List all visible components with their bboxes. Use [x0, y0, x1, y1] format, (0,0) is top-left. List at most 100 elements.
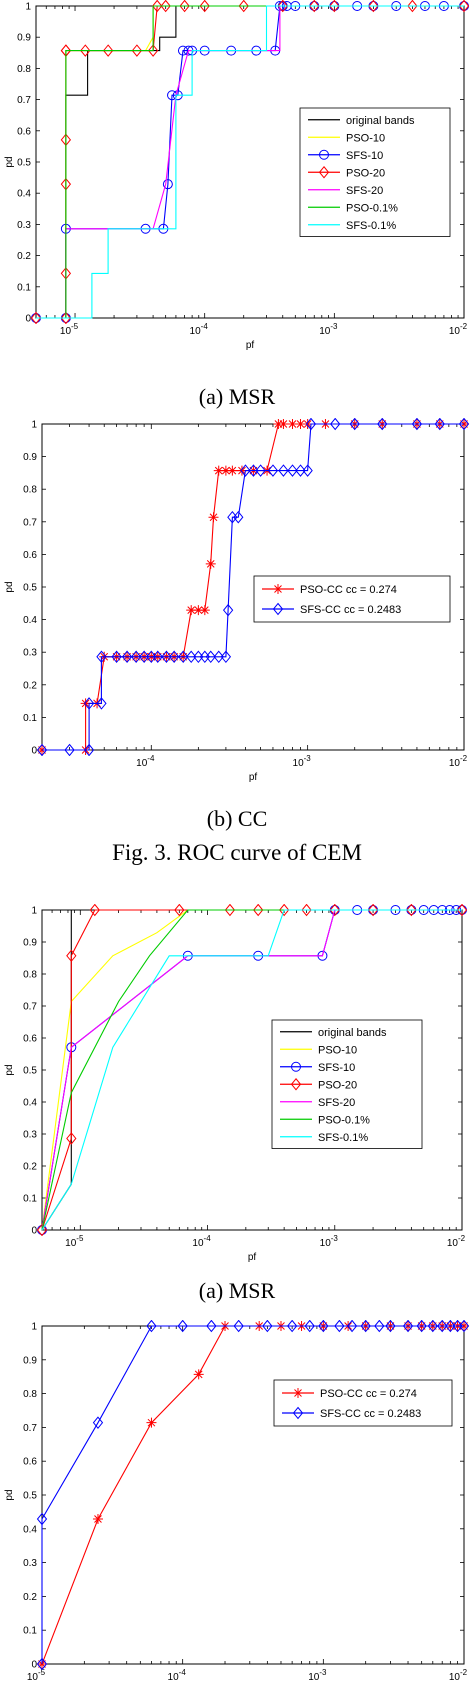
data-point	[287, 419, 298, 429]
y-tick-label: 0.5	[23, 583, 37, 594]
y-tick-label: 0	[31, 1226, 37, 1237]
y-tick-label: 0	[25, 314, 31, 325]
data-point	[193, 1369, 204, 1380]
x-tick-label: 10-2	[449, 754, 468, 769]
data-point	[273, 419, 284, 429]
y-tick-label: 0.7	[17, 95, 31, 106]
data-point	[121, 650, 133, 664]
x-tick-label: 10-3	[319, 322, 338, 337]
chart-msr-bottom: 10-5 10-4 10-3 10-2 0 0.1 0.2 0.3 0.4 0.5 0.6 0.7 0.…	[4, 904, 468, 1263]
data-point	[458, 0, 470, 13]
y-tick-label: 0.5	[17, 158, 31, 169]
y-tick-label: 0.1	[23, 713, 37, 724]
data-point	[406, 904, 417, 917]
x-tick-label: 10-3	[293, 754, 312, 769]
series-line	[41, 909, 462, 1231]
data-point	[278, 419, 289, 429]
data-point	[302, 464, 313, 477]
data-point	[60, 311, 72, 324]
legend-label: SFS-10	[318, 1062, 355, 1074]
caption-msr-bottom: (a) MSR	[198, 1278, 276, 1303]
y-tick-label: 0.3	[17, 220, 31, 231]
data-point	[131, 44, 143, 57]
y-tick-label: 0.2	[23, 1162, 37, 1173]
data-point	[302, 419, 313, 429]
data-point	[445, 1320, 456, 1333]
data-point	[295, 464, 306, 477]
data-point	[220, 465, 231, 476]
y-tick-label: 0.3	[23, 648, 37, 659]
legend-label: PSO-CC cc = 0.274	[300, 584, 397, 596]
legend-box	[253, 575, 451, 623]
y-axis-label: pd	[4, 1489, 15, 1500]
data-point	[262, 1320, 273, 1333]
x-tick-label: 10-3	[308, 1668, 327, 1681]
data-point	[222, 603, 234, 617]
data-point	[66, 949, 77, 963]
data-point	[206, 1320, 217, 1333]
data-point	[199, 605, 210, 616]
data-point	[233, 510, 244, 524]
legend-label: original bands	[318, 1027, 387, 1039]
legend-label: SFS-10	[346, 150, 383, 162]
data-point	[161, 650, 172, 664]
data-point	[233, 1320, 244, 1333]
data-point	[36, 743, 48, 756]
x-tick-label: 10-4	[190, 322, 209, 337]
data-point	[374, 1320, 385, 1333]
data-point	[278, 904, 290, 917]
y-tick-label: 0.7	[23, 517, 37, 528]
data-point	[96, 697, 107, 710]
legend-label: SFS-0.1%	[318, 1132, 368, 1144]
y-tick-label: 0.5	[23, 1066, 37, 1077]
legend-label: PSO-10	[346, 132, 385, 144]
data-point	[186, 650, 197, 664]
legend-label: SFS-CC cc = 0.2483	[320, 1408, 421, 1420]
data-point	[367, 904, 379, 917]
series-6	[36, 5, 464, 319]
x-axis-label: pf	[249, 772, 258, 783]
data-point	[402, 1320, 414, 1333]
data-point	[295, 419, 306, 429]
data-point	[193, 605, 204, 616]
legend-label: SFS-0.1%	[346, 220, 396, 232]
data-point	[334, 1320, 345, 1333]
y-tick-label: 0.1	[23, 1194, 37, 1205]
data-point	[66, 1132, 77, 1145]
legend-label: original bands	[346, 115, 415, 127]
data-point	[213, 650, 224, 664]
series-line	[42, 423, 464, 751]
y-tick-label: 0.4	[23, 1098, 37, 1109]
data-point	[458, 418, 470, 431]
data-point	[152, 650, 163, 664]
data-point	[224, 904, 236, 917]
data-point	[102, 44, 114, 57]
x-tick-label: 10-4	[168, 1668, 187, 1681]
data-point	[83, 697, 95, 710]
y-tick-label: 0.6	[23, 1457, 37, 1468]
data-point	[146, 1320, 157, 1333]
data-point	[92, 1416, 104, 1429]
data-point	[286, 1320, 298, 1333]
y-axis-label: pd	[4, 581, 15, 592]
data-point	[255, 464, 266, 477]
series-line	[36, 5, 464, 319]
legend-label: PSO-10	[318, 1044, 357, 1056]
x-axis-label: pf	[246, 340, 255, 351]
data-point	[267, 464, 279, 477]
y-axis-label: pd	[4, 1064, 15, 1075]
legend: PSO-CC cc = 0.274 SFS-CC cc = 0.2483	[253, 575, 451, 623]
y-tick-label: 0.8	[23, 1389, 37, 1400]
data-point	[434, 418, 445, 431]
data-point	[248, 464, 259, 477]
x-tick-label: 10-3	[320, 1234, 339, 1249]
data-point	[96, 650, 107, 664]
data-point	[236, 465, 247, 476]
y-tick-label: 0.3	[23, 1130, 37, 1141]
y-tick-label: 0.9	[23, 452, 37, 463]
figure-caption: Fig. 3. ROC curve of CEM	[112, 840, 362, 865]
y-tick-label: 0.4	[17, 189, 31, 200]
data-point	[330, 418, 341, 431]
y-tick-label: 0.4	[23, 615, 37, 626]
data-point	[80, 698, 91, 709]
